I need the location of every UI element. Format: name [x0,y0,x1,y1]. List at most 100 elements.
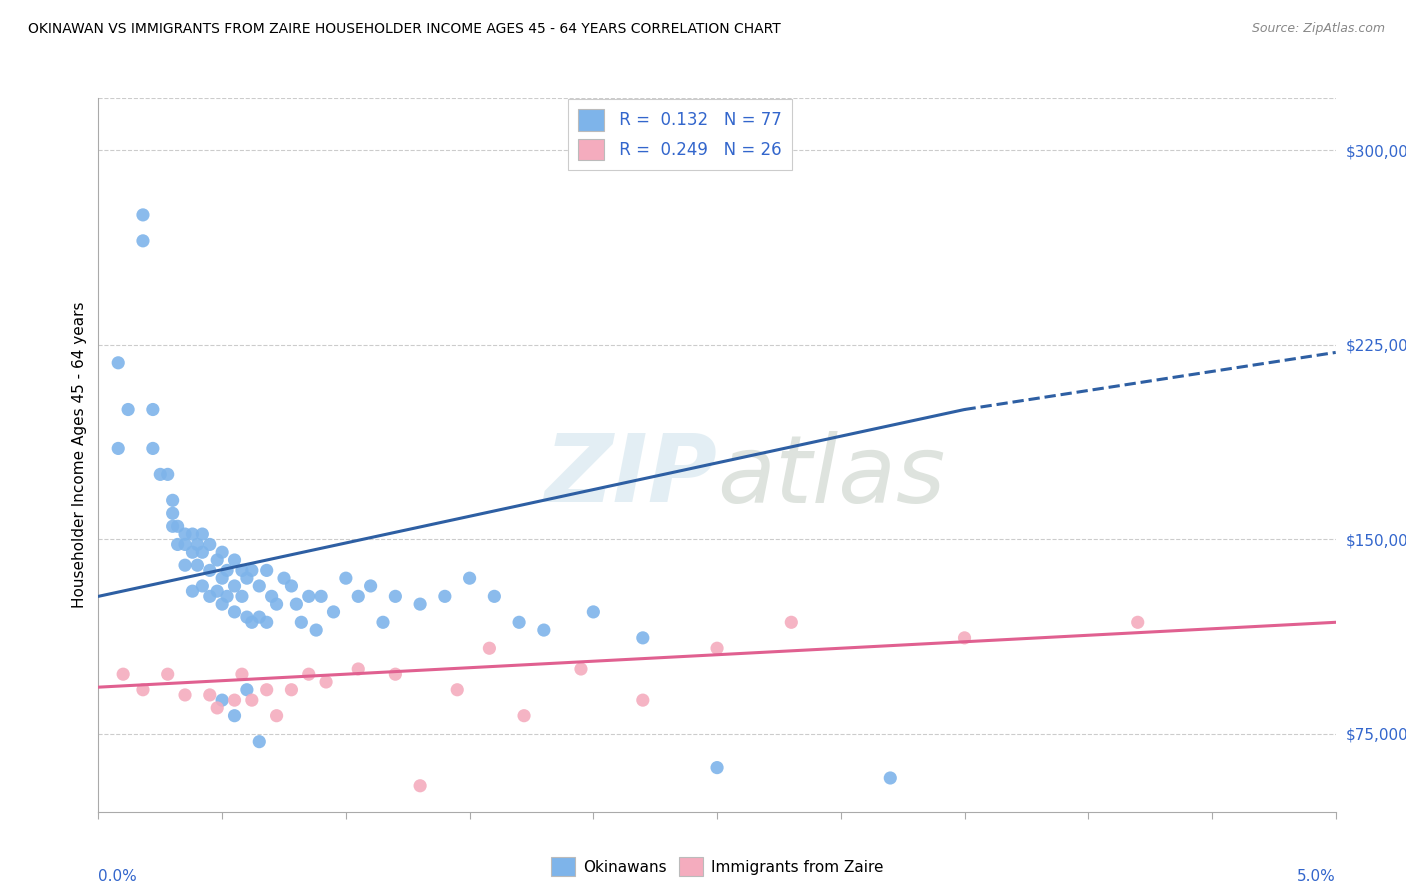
Point [132,682,155,697]
Point [224,693,246,707]
Point [236,610,259,624]
Point [240,615,263,630]
Point [198,688,221,702]
Point [205,584,228,599]
Point [371,615,394,630]
Point [211,597,233,611]
Point [132,208,155,222]
Point [780,615,803,630]
Point [433,590,456,604]
Point [247,579,270,593]
Point [285,597,308,611]
Point [360,579,382,593]
Point [181,545,204,559]
Point [217,590,239,604]
Point [174,558,197,573]
Text: OKINAWAN VS IMMIGRANTS FROM ZAIRE HOUSEHOLDER INCOME AGES 45 - 64 YEARS CORRELAT: OKINAWAN VS IMMIGRANTS FROM ZAIRE HOUSEH… [28,22,780,37]
Point [240,693,263,707]
Point [513,708,536,723]
Point [706,761,728,775]
Point [484,590,506,604]
Point [181,584,204,599]
Point [211,545,233,559]
Point [256,563,278,577]
Point [280,579,302,593]
Point [569,662,592,676]
Point [631,693,654,707]
Point [142,442,165,456]
Point [224,579,246,593]
Point [217,563,239,577]
Point [174,688,197,702]
Point [298,590,321,604]
Point [156,667,179,681]
Point [198,563,221,577]
Text: 0.0%: 0.0% [98,869,138,884]
Point [224,708,246,723]
Point [149,467,172,482]
Point [533,623,555,637]
Point [191,545,214,559]
Point [1126,615,1149,630]
Point [231,590,253,604]
Legend: Okinawans, Immigrants from Zaire: Okinawans, Immigrants from Zaire [544,851,890,882]
Point [273,571,295,585]
Point [409,597,432,611]
Y-axis label: Householder Income Ages 45 - 64 years: Householder Income Ages 45 - 64 years [72,301,87,608]
Point [266,708,288,723]
Point [458,571,481,585]
Point [260,590,283,604]
Point [508,615,530,630]
Point [240,563,263,577]
Point [879,771,901,785]
Text: atlas: atlas [717,431,945,522]
Point [409,779,432,793]
Point [256,682,278,697]
Point [166,519,188,533]
Point [256,615,278,630]
Point [112,667,135,681]
Point [162,493,184,508]
Point [384,590,406,604]
Point [231,667,253,681]
Point [211,693,233,707]
Point [953,631,976,645]
Point [186,537,208,551]
Point [186,558,208,573]
Point [166,537,188,551]
Point [298,667,321,681]
Point [107,442,129,456]
Point [290,615,312,630]
Text: 5.0%: 5.0% [1296,869,1336,884]
Point [231,563,253,577]
Text: Source: ZipAtlas.com: Source: ZipAtlas.com [1251,22,1385,36]
Point [205,553,228,567]
Point [347,590,370,604]
Point [198,537,221,551]
Point [446,682,468,697]
Point [335,571,357,585]
Point [322,605,344,619]
Point [315,675,337,690]
Point [236,571,259,585]
Point [347,662,370,676]
Point [224,605,246,619]
Point [631,631,654,645]
Point [191,579,214,593]
Point [706,641,728,656]
Point [162,506,184,520]
Point [191,527,214,541]
Point [205,701,228,715]
Text: ZIP: ZIP [544,430,717,523]
Point [280,682,302,697]
Point [198,590,221,604]
Point [174,537,197,551]
Point [236,682,259,697]
Point [181,527,204,541]
Point [174,527,197,541]
Point [107,356,129,370]
Point [142,402,165,417]
Point [478,641,501,656]
Point [117,402,139,417]
Point [132,234,155,248]
